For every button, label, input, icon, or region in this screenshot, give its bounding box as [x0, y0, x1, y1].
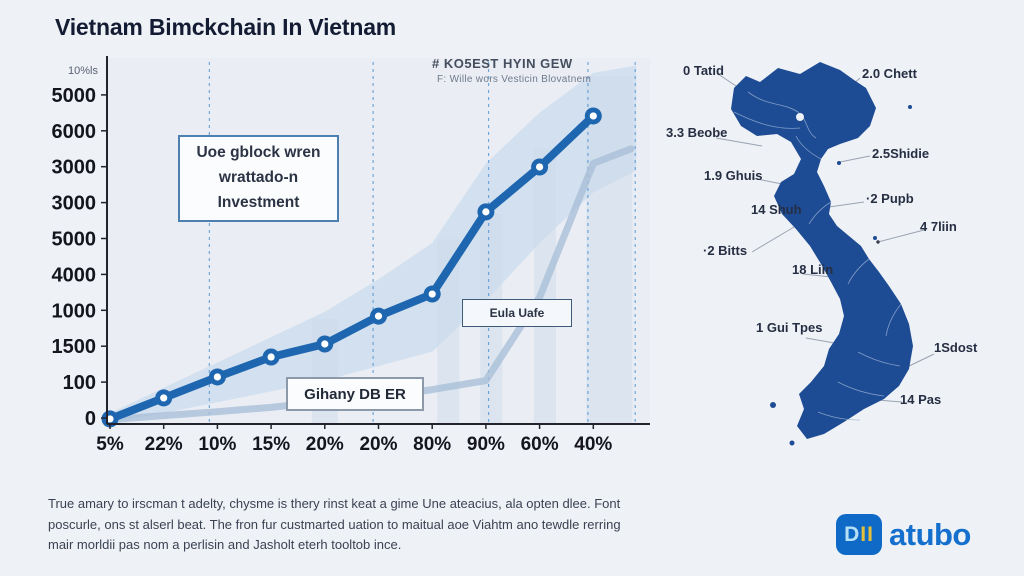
logo-wordmark: atubo	[889, 516, 971, 552]
chart-annotation-investment-box: Uoe gblock wren wrattado-n Investment	[178, 135, 339, 222]
x-tick-label: 90%	[467, 434, 505, 455]
y-axis-note: 10%ls	[68, 65, 98, 77]
map-islands	[770, 105, 912, 446]
footer-line: mair morldii pas nom a perlisin and Jash…	[48, 537, 402, 553]
x-tick-label: 20%	[359, 434, 397, 455]
map-stat-label: 3.3 Beobe	[666, 125, 728, 140]
map-stat-label: 1Sdost	[934, 340, 978, 355]
map-stat-label: 2.0 Chett	[862, 66, 917, 81]
map-stat-label: 18 Liin	[792, 262, 834, 277]
chart-corner-note-title: # KO5EST HYIN GEW	[432, 56, 573, 71]
y-tick-label: 0	[85, 408, 96, 430]
y-tick-label: 4000	[52, 264, 97, 286]
y-tick-label: 1000	[52, 300, 97, 322]
y-tick-label: 3000	[52, 193, 97, 215]
brand-logo: D II atubo	[836, 514, 971, 555]
x-tick-label: 80%	[413, 434, 451, 455]
footer-paragraph: True amary to irscman t adelty, chysme i…	[48, 494, 673, 556]
x-tick-label: 40%	[574, 434, 612, 455]
vietnam-map	[715, 62, 935, 446]
map-stat-label: 4 7liin	[920, 219, 957, 234]
map-lake-spot	[796, 113, 804, 121]
background-bar	[437, 239, 460, 424]
trend-chart: 0 100 1500 1000 4000 5000 3000 3000 6000 5000 10%l…	[52, 56, 650, 455]
map-stat-label: ·2 Bitts	[703, 243, 748, 258]
x-tick-label: 60%	[521, 434, 559, 455]
y-tick-label: 1500	[52, 336, 97, 358]
x-tick-label: 20%	[306, 434, 344, 455]
main-line	[108, 113, 597, 423]
x-tick-label: 15%	[252, 434, 290, 455]
vietnam-country-shape	[731, 62, 913, 439]
background-bar	[586, 76, 633, 425]
chart-annotation-lower-box: Gihany DB ER	[286, 377, 424, 411]
y-tick-label: 6000	[52, 121, 97, 143]
footer-line: poscurle, ons st alserl beat. The fron f…	[48, 516, 621, 532]
map-stat-label: 1 Gui Tpes	[756, 320, 823, 335]
x-tick-label: 10%	[198, 434, 236, 455]
map-stat-label: 14 Pas	[900, 392, 942, 407]
chart-annotation-small-box: Eula Uafe	[462, 299, 572, 327]
x-tick-label: 5%	[96, 434, 124, 455]
map-province-borders	[733, 91, 902, 421]
y-tick-label: 3000	[52, 157, 97, 179]
chart-corner-note-subtitle: F: Wille wors Vesticin Blovatnem	[437, 74, 592, 85]
annotation-line: wrattado-n	[218, 169, 299, 187]
annotation-label: Eula Uafe	[489, 306, 545, 320]
y-tick-label: 100	[63, 372, 96, 394]
map-stat-label: 14 Shuh	[751, 202, 802, 217]
map-stat-label: 1.9 Ghuis	[704, 168, 763, 183]
map-stat-label: ·2 Pupb	[866, 191, 914, 206]
logo-badge-letter-d: D	[844, 522, 861, 546]
map-stat-label: 2.5Shidie	[872, 146, 930, 161]
logo-badge-bars: II	[860, 522, 874, 546]
x-tick-label: 22%	[145, 434, 183, 455]
map-stat-label: 0 Tatid	[683, 63, 724, 78]
logo-badge-icon: D II	[836, 514, 882, 555]
annotation-line: Uoe gblock wren	[196, 144, 321, 162]
annotation-label: Gihany DB ER	[304, 385, 406, 403]
annotation-line: Investment	[217, 193, 300, 211]
footer-line: True amary to irscman t adelty, chysme i…	[48, 496, 621, 511]
y-tick-label: 5000	[52, 85, 97, 107]
confidence-band	[110, 65, 637, 423]
y-tick-label: 5000	[52, 229, 97, 251]
page-title: Vietnam Bimckchain In Vietnam	[55, 14, 397, 40]
